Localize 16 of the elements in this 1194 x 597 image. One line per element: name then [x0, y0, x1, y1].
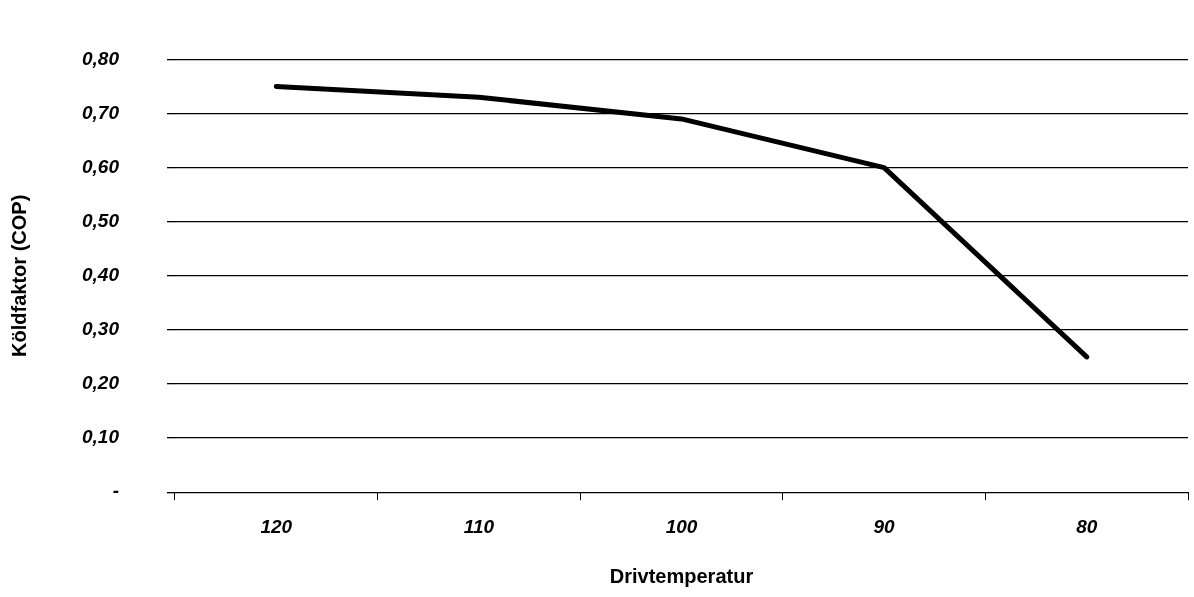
y-tick-label: 0,80: [82, 47, 120, 69]
y-axis-title: Köldfaktor (COP): [7, 194, 30, 357]
x-tick-label: 100: [665, 515, 698, 537]
y-tick-label: 0,20: [82, 372, 120, 394]
y-tick-label: 0,60: [82, 155, 120, 177]
y-tick-label: 0,10: [82, 426, 120, 448]
x-tick-label: 120: [260, 515, 293, 537]
y-tick-label: 0,40: [82, 264, 120, 286]
y-tick-label: 0,50: [82, 209, 120, 231]
x-axis-title: Drivtemperatur: [609, 564, 754, 587]
x-tick-label: 110: [463, 515, 495, 537]
y-tick-label: 0,30: [82, 318, 120, 340]
y-tick-label: 0,70: [82, 101, 120, 123]
x-tick-label: 80: [1076, 515, 1098, 537]
x-tick-label: 90: [873, 515, 896, 537]
y-tick-label: -: [112, 480, 119, 502]
